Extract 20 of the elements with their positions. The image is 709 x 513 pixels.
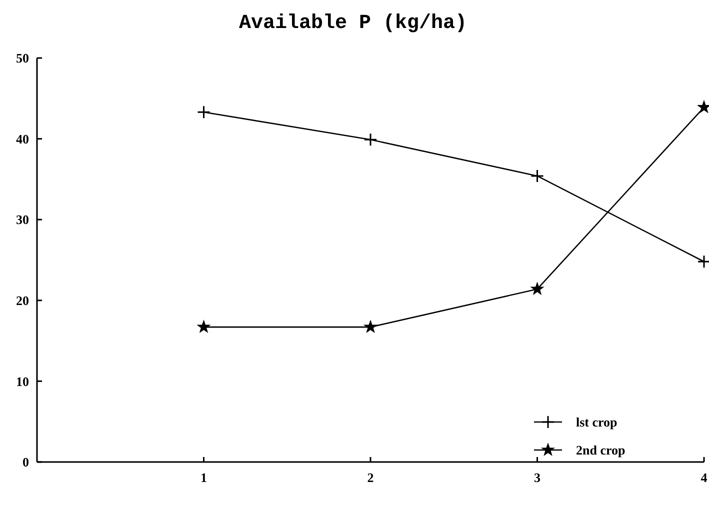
x-tick-label: 3 <box>534 470 541 485</box>
point <box>530 282 544 295</box>
point <box>697 254 709 268</box>
y-tick-label: 30 <box>16 212 29 228</box>
point <box>197 320 210 333</box>
y-tick-label: 10 <box>16 374 29 389</box>
point <box>197 105 210 119</box>
y-tick-label: 20 <box>16 292 29 308</box>
x-tick-label: 4 <box>700 470 708 485</box>
legend-label: lst crop <box>576 414 618 430</box>
point <box>364 320 377 333</box>
x-tick-label: 1 <box>200 470 207 485</box>
legend-label: 2nd crop <box>576 442 626 458</box>
x-tick-label: 2 <box>367 470 374 485</box>
point <box>530 169 544 183</box>
y-tick-label: 50 <box>16 50 29 66</box>
point <box>364 132 378 146</box>
y-tick-label: 0 <box>22 454 29 470</box>
chart-title: Available P (kg/ha) <box>238 12 468 35</box>
y-tick-label: 40 <box>16 131 29 146</box>
